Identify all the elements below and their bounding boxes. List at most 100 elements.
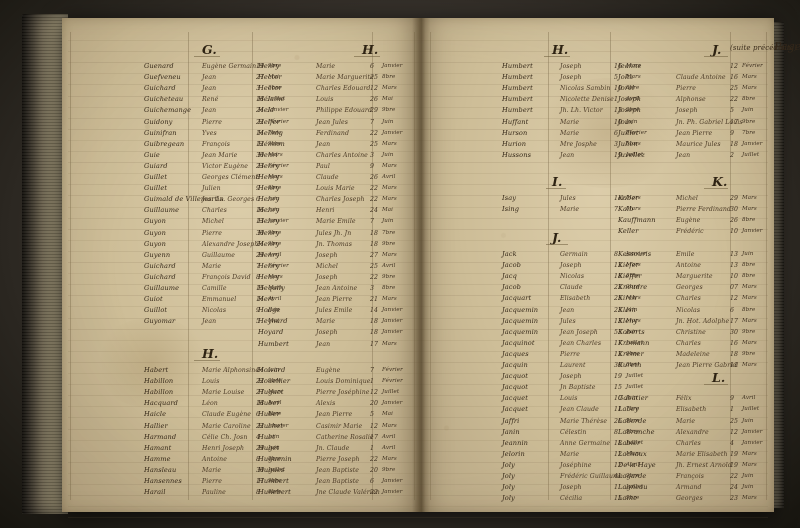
entry-surname: Jacquet: [502, 405, 528, 414]
entry-firstname: Jean: [202, 107, 217, 115]
entry-month: Juillet: [626, 151, 644, 158]
entry-surname: Kauffmann: [618, 216, 656, 225]
entry-surname: Hector: [258, 84, 282, 93]
entry-month: 9bre: [382, 240, 396, 247]
entry-day: 19: [730, 450, 739, 458]
entry-day: 53: [614, 328, 623, 336]
entry-firstname: Léon: [202, 400, 218, 408]
entry-month: Mai: [382, 411, 393, 418]
entry-month: 7bre: [626, 406, 640, 413]
entry-firstname: Marie: [560, 129, 580, 137]
entry-surname: Jacquot: [502, 383, 529, 392]
entry-surname: Humbert: [502, 106, 533, 115]
entry-day: 29: [256, 251, 265, 259]
entry-surname: Henry: [258, 261, 280, 270]
entry-firstname: Charles: [676, 439, 701, 447]
entry-day: 22: [730, 96, 739, 104]
entry-surname: Huget: [258, 443, 280, 452]
entry-firstname: François David: [202, 273, 251, 281]
entry-surname: Koberts: [618, 327, 645, 336]
entry-day: 6: [730, 306, 735, 314]
entry-surname: Gabatier: [618, 394, 648, 403]
entry-day: 17: [256, 478, 265, 485]
entry-firstname: Jean: [316, 140, 331, 148]
entry-day: 12: [370, 85, 379, 93]
entry-day: 11: [730, 362, 739, 369]
entry-firstname: Georges: [676, 284, 703, 292]
entry-day: 19: [730, 461, 739, 469]
entry-month: Juin: [268, 444, 280, 451]
section-underline: [704, 384, 728, 385]
entry-day: 22: [370, 455, 379, 463]
entry-surname: Jacques: [502, 349, 529, 358]
entry-firstname: Célestin: [560, 428, 587, 436]
entry-month: Janvier: [626, 251, 647, 257]
entry-day: 22: [256, 422, 265, 430]
entry-month: Mars: [742, 284, 757, 291]
section-letter-H-left-lower: H.: [202, 346, 219, 361]
entry-day: 30: [256, 151, 265, 159]
entry-surname: De la Haye: [618, 460, 656, 469]
entry-month: Mars: [382, 340, 397, 347]
entry-surname: Guillet: [144, 173, 168, 181]
entry-day: 14: [256, 129, 265, 137]
entry-month: Mars: [742, 206, 757, 213]
entry-firstname: Charles: [676, 295, 701, 303]
entry-firstname: Nicolas: [676, 306, 701, 314]
entry-day: 3: [256, 85, 261, 93]
entry-day: 4: [256, 433, 261, 441]
entry-firstname: Marie Marguerite: [316, 74, 374, 82]
entry-firstname: Marie: [202, 262, 222, 270]
entry-firstname: Jean Pierre: [676, 129, 713, 137]
entry-firstname: Michel: [676, 195, 699, 202]
page-spread: G. H. Guenard Eugène Germain 19 9bre Henry Mari…: [62, 18, 800, 519]
entry-month: Avril: [382, 174, 396, 180]
entry-month: Juillet: [626, 384, 644, 391]
section-underline: [704, 188, 728, 189]
entry-surname: Humbert: [502, 95, 533, 104]
entry-month: Juillet: [382, 389, 400, 396]
entry-firstname: Joseph: [676, 107, 698, 115]
entry-surname: Guefveneu: [144, 73, 181, 82]
entry-month: Mai: [382, 96, 393, 103]
entry-surname: Henry: [258, 250, 280, 259]
entry-surname: Kieffer: [618, 272, 642, 281]
entry-firstname: Jean Baptiste: [316, 466, 360, 474]
entry-day: 22: [370, 273, 379, 281]
entry-surname: Haicle: [144, 410, 167, 419]
entry-day: 5: [370, 411, 375, 419]
entry-month: Février: [268, 262, 289, 269]
entry-firstname: Louis: [560, 395, 578, 403]
entry-firstname: Alexandre: [676, 428, 709, 436]
entry-day: 13: [614, 317, 623, 325]
entry-month: Mars: [382, 296, 397, 303]
section-letter-J: J.: [552, 230, 562, 245]
entry-day: 21: [370, 296, 379, 304]
entry-day: 22: [256, 378, 265, 386]
entry-surname: Henry: [258, 184, 280, 193]
entry-surname: Guichard: [144, 261, 176, 270]
entry-day: 22: [256, 118, 265, 126]
entry-day: 6: [370, 63, 375, 70]
entry-month: Février: [268, 118, 289, 125]
entry-month: Juin: [268, 207, 280, 214]
entry-firstname: Jh. Ernest Arnold: [676, 461, 732, 469]
entry-day: 30: [730, 328, 739, 336]
entry-month: Mars: [268, 389, 283, 396]
entry-firstname: Catherine Rosalie: [316, 433, 374, 441]
entry-day: 22: [614, 284, 623, 292]
entry-surname: Lachaux: [618, 449, 647, 458]
entry-day: 1: [370, 444, 375, 452]
entry-firstname: Charles: [202, 207, 227, 215]
entry-surname: Guicheteau: [144, 95, 184, 104]
entry-firstname: Frédéric Guillaume: [560, 473, 623, 480]
right-page: [420, 18, 774, 512]
entry-surname: Juillet: [618, 128, 639, 137]
entry-surname: Joly: [502, 472, 515, 480]
entry-firstname: Camille: [202, 285, 227, 292]
entry-firstname: Jules Emile: [316, 307, 353, 315]
entry-day: 7: [370, 118, 375, 126]
entry-month: Mars: [382, 422, 397, 429]
entry-day: 6: [256, 411, 261, 419]
entry-day: 30: [256, 229, 265, 237]
